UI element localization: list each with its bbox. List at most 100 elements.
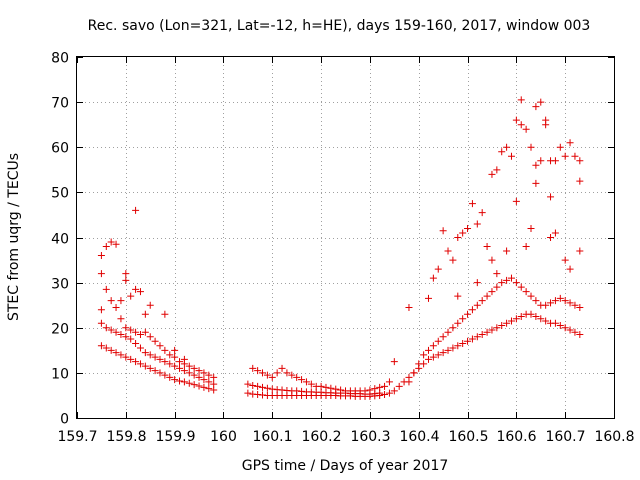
data-point [273, 369, 281, 377]
data-point [522, 125, 530, 133]
data-point [542, 317, 550, 325]
y-tick-label: 80 [51, 51, 69, 67]
data-point [151, 367, 159, 375]
data-point [551, 297, 559, 305]
data-point [483, 243, 491, 251]
data-point [498, 321, 506, 329]
data-point [556, 143, 564, 151]
data-point [112, 349, 120, 357]
data-point [532, 179, 540, 187]
data-point [547, 234, 555, 241]
data-point [454, 319, 462, 327]
data-point [522, 288, 530, 296]
data-point [566, 139, 574, 147]
data-point [107, 346, 115, 354]
data-point [561, 324, 569, 332]
data-point [132, 328, 140, 336]
data-point [444, 328, 452, 336]
data-point [141, 328, 149, 336]
data-point [112, 303, 120, 311]
data-point [283, 369, 291, 377]
data-point [434, 265, 442, 273]
data-point [473, 333, 481, 341]
data-point [576, 177, 584, 185]
data-point [244, 389, 252, 397]
data-point [102, 344, 110, 352]
data-point [117, 297, 125, 305]
data-point [537, 98, 545, 106]
y-tick-label: 10 [51, 367, 69, 383]
data-point [459, 340, 467, 348]
data-point [566, 299, 574, 307]
data-point [483, 328, 491, 336]
y-tick-label: 60 [51, 141, 69, 157]
data-point [532, 103, 540, 111]
data-point [547, 193, 555, 201]
data-point [200, 383, 208, 391]
data-point [429, 353, 437, 361]
data-point [556, 321, 564, 329]
data-point [254, 367, 262, 375]
data-point [444, 247, 452, 255]
data-point [293, 373, 301, 381]
data-point [166, 373, 174, 381]
chart-title: Rec. savo (Lon=321, Lat=-12, h=HE), days… [88, 18, 591, 34]
data-point [488, 288, 496, 296]
data-point [117, 315, 125, 323]
data-point [166, 360, 174, 368]
data-point [532, 297, 540, 305]
data-point [424, 294, 432, 302]
data-point [498, 148, 506, 156]
data-point [205, 378, 213, 386]
data-point [185, 379, 193, 387]
data-point [395, 382, 403, 390]
y-tick-label: 50 [51, 186, 69, 202]
data-point [517, 121, 525, 129]
data-point [200, 376, 208, 384]
data-point [185, 369, 193, 377]
data-point [561, 152, 569, 160]
data-point [488, 256, 496, 264]
data-point [132, 285, 140, 293]
plot-frame [76, 56, 615, 419]
data-point [190, 364, 198, 372]
data-point [136, 360, 144, 368]
data-point [146, 301, 154, 309]
data-point [249, 364, 257, 372]
data-point [161, 346, 169, 354]
data-point [566, 265, 574, 273]
data-point [512, 279, 520, 287]
data-point [210, 386, 218, 394]
data-point [381, 391, 389, 399]
data-point [156, 369, 164, 377]
data-point [493, 283, 501, 291]
x-tick-labels: 159.7 159.8 159.9 160 160.1 160.2 160.3 160.4 16… [57, 429, 634, 445]
y-tick-labels: 0 10 20 30 40 50 60 70 80 [51, 51, 69, 428]
data-point [146, 364, 154, 372]
data-point [527, 292, 535, 300]
data-point [473, 279, 481, 287]
data-point [112, 328, 120, 336]
data-point [478, 331, 486, 339]
data-point [464, 224, 472, 232]
x-tick-label: 160.3 [350, 429, 390, 445]
data-point [195, 367, 203, 375]
x-tick-label: 159.8 [106, 429, 146, 445]
data-point [97, 306, 105, 314]
data-point [547, 299, 555, 307]
y-axis-label: STEC from uqrg / TECUs [6, 153, 22, 321]
data-point [176, 358, 184, 366]
data-point [107, 238, 115, 246]
data-point [376, 383, 384, 391]
data-point [102, 243, 110, 251]
data-point [468, 200, 476, 208]
data-point [156, 355, 164, 363]
data-point [449, 324, 457, 332]
data-point [449, 256, 457, 264]
data-point [205, 385, 213, 393]
data-point [205, 371, 213, 379]
data-point [136, 331, 144, 339]
data-point [493, 166, 501, 174]
data-point [527, 143, 535, 151]
data-point [161, 310, 169, 318]
